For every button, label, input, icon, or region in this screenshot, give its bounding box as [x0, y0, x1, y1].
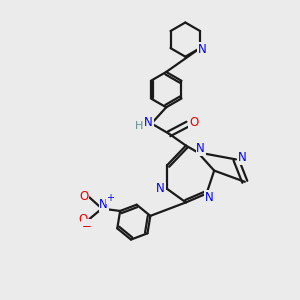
Text: N: N	[99, 198, 108, 211]
Text: N: N	[238, 151, 246, 164]
Text: O: O	[78, 213, 88, 226]
Text: −: −	[82, 220, 92, 233]
Text: H: H	[135, 122, 143, 131]
Text: N: N	[156, 182, 165, 195]
Text: O: O	[189, 116, 198, 129]
Text: N: N	[205, 190, 213, 204]
Text: N: N	[144, 116, 153, 128]
Text: N: N	[196, 142, 205, 155]
Text: N: N	[197, 43, 206, 56]
Text: O: O	[79, 190, 88, 203]
Text: +: +	[106, 193, 114, 203]
